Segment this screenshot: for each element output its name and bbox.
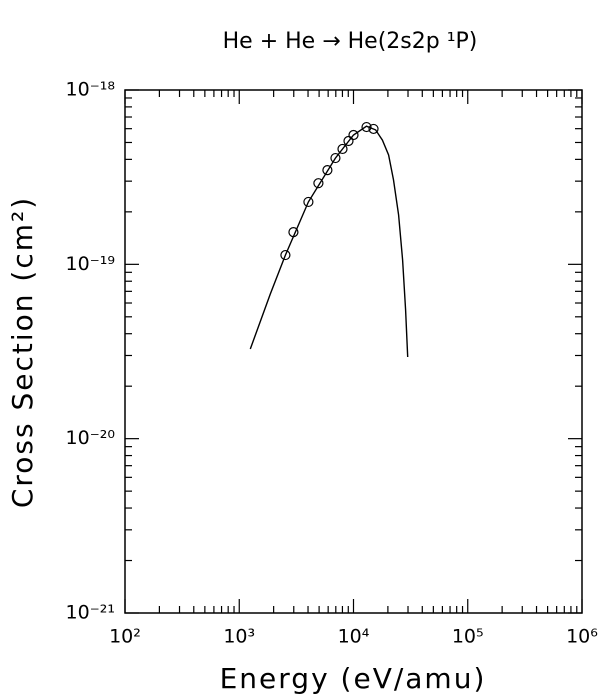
x-tick-label: 10⁶ (566, 626, 598, 648)
y-axis-label: Cross Section (cm²) (6, 196, 39, 508)
data-point (348, 129, 359, 141)
data-point (337, 143, 348, 155)
data-point (330, 152, 341, 164)
data-point (322, 165, 333, 176)
y-tick-label: 10⁻²¹ (66, 602, 115, 624)
y-tick-label: 10⁻¹⁹ (66, 253, 115, 275)
curve (249, 125, 409, 358)
x-tick-label: 10³ (223, 626, 255, 648)
x-axis-label: Energy (eV/amu) (220, 662, 487, 695)
plot-frame (124, 89, 583, 614)
data-point (313, 178, 324, 189)
y-tick-label: 10⁻¹⁸ (66, 79, 115, 101)
data-point (361, 121, 372, 133)
data-point (368, 123, 379, 135)
y-tick-label: 10⁻²⁰ (66, 427, 115, 449)
chart-title: He + He → He(2s2p ¹P) (223, 29, 478, 54)
x-tick-label: 10² (109, 626, 141, 648)
data-point (288, 227, 299, 238)
data-point (280, 249, 291, 261)
data-point (303, 196, 314, 208)
data-point (343, 135, 354, 147)
x-tick-label: 10⁴ (338, 626, 370, 648)
x-tick-label: 10⁵ (452, 626, 484, 648)
